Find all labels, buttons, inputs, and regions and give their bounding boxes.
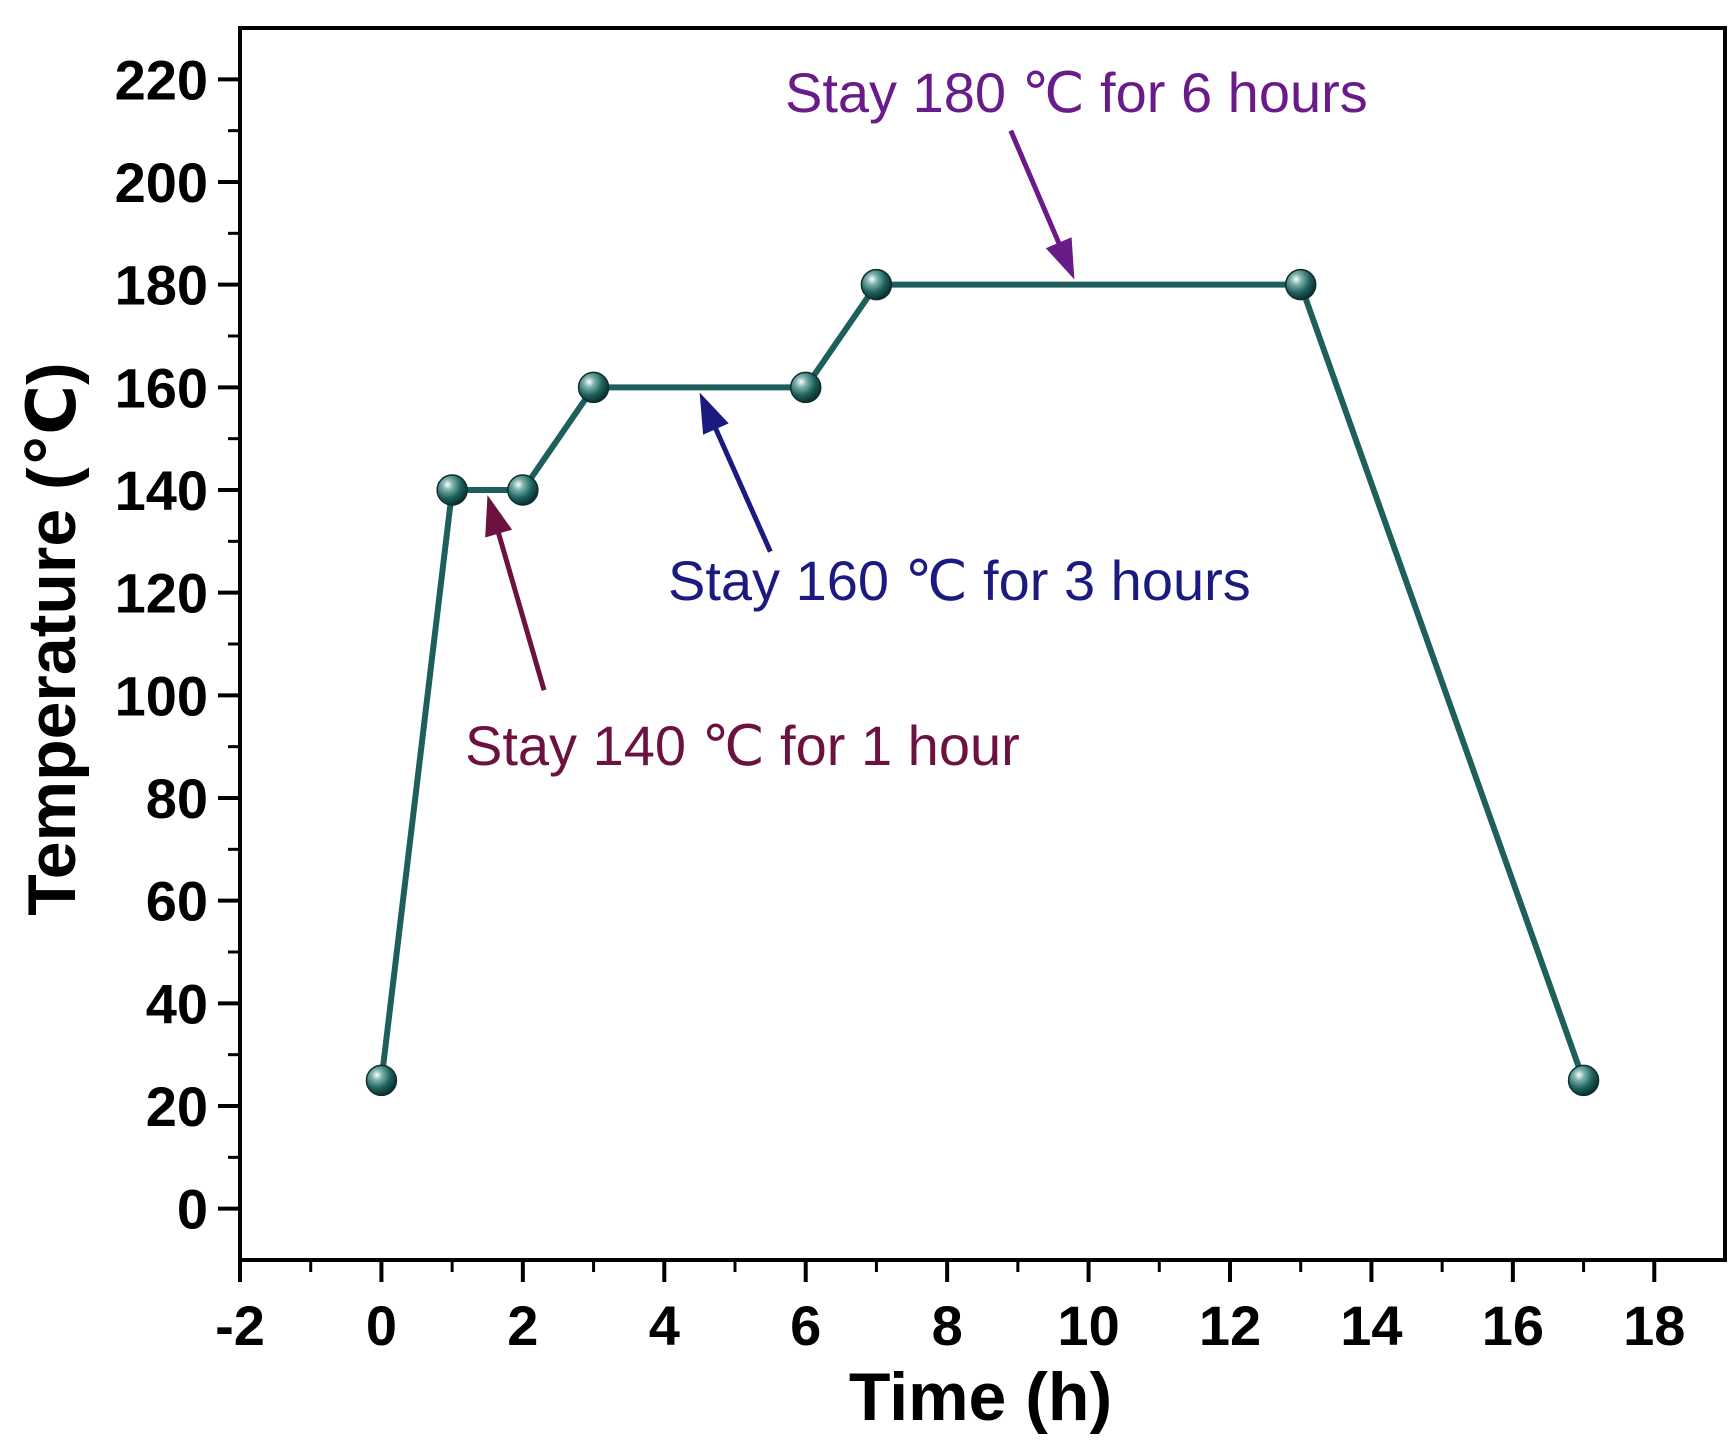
data-point xyxy=(860,268,893,301)
annotation-arrow-head xyxy=(485,495,513,538)
data-point xyxy=(1567,1064,1600,1097)
y-axis-title: Temperature (℃) xyxy=(14,362,90,915)
plot-frame xyxy=(238,26,1727,1262)
x-tick-label: 12 xyxy=(1199,1294,1261,1357)
annotation-label: Stay 140 ℃ for 1 hour xyxy=(465,714,1020,777)
data-point xyxy=(577,371,610,404)
data-point xyxy=(789,371,822,404)
x-tick-label: 2 xyxy=(507,1294,538,1357)
x-axis-title: Time (h) xyxy=(849,1359,1112,1435)
x-tick-label: 8 xyxy=(932,1294,963,1357)
annotation-arrow-head xyxy=(699,392,729,435)
x-tick-label: 6 xyxy=(790,1294,821,1357)
x-tick-label: 14 xyxy=(1340,1294,1402,1357)
y-tick-label: 120 xyxy=(115,562,208,625)
x-tick-label: -2 xyxy=(215,1294,265,1357)
x-tick-label: 10 xyxy=(1057,1294,1119,1357)
data-point xyxy=(365,1064,398,1097)
annotation-arrow-shaft xyxy=(495,529,547,691)
y-tick-label: 60 xyxy=(146,870,208,933)
annotation-arrow-shaft xyxy=(711,424,773,553)
annotation-label: Stay 180 ℃ for 6 hours xyxy=(785,61,1368,124)
x-tick-label: 4 xyxy=(649,1294,680,1357)
x-tick-label: 18 xyxy=(1623,1294,1685,1357)
data-point xyxy=(436,474,468,506)
y-tick-label: 20 xyxy=(146,1075,208,1138)
y-tick-label: 0 xyxy=(177,1178,208,1241)
y-tick-label: 160 xyxy=(115,356,208,419)
data-point xyxy=(1284,268,1317,301)
y-tick-label: 100 xyxy=(115,664,208,727)
y-tick-label: 80 xyxy=(146,767,208,830)
x-tick-label: 16 xyxy=(1482,1294,1544,1357)
y-tick-label: 180 xyxy=(115,254,208,317)
y-tick-label: 220 xyxy=(115,48,208,111)
y-tick-label: 200 xyxy=(115,151,208,214)
data-point xyxy=(507,474,539,506)
annotation-arrow-shaft xyxy=(1008,129,1063,248)
y-tick-label: 140 xyxy=(115,459,208,522)
series-line xyxy=(378,281,1587,1082)
annotation-arrow-head xyxy=(1045,237,1075,280)
x-tick-label: 0 xyxy=(366,1294,397,1357)
annotation-label: Stay 160 ℃ for 3 hours xyxy=(668,549,1251,612)
y-tick-label: 40 xyxy=(146,972,208,1035)
